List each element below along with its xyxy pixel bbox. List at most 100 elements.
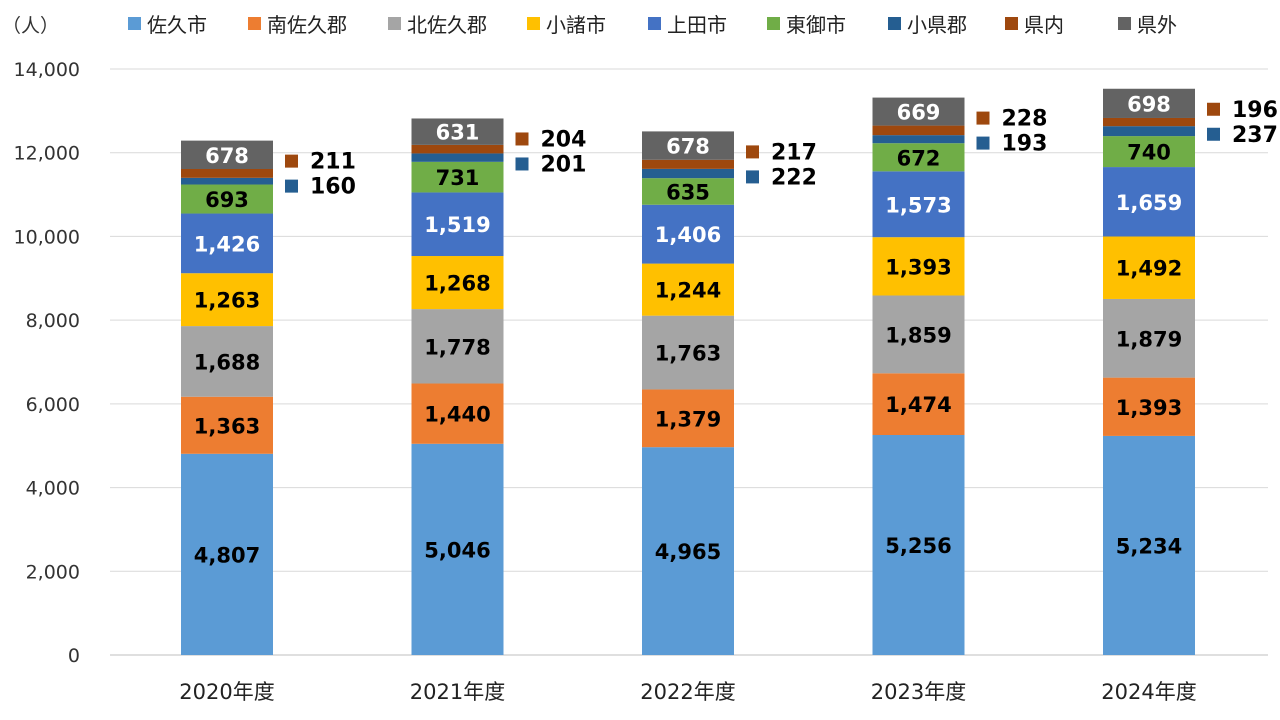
segment-value-label: 669 [897,101,941,125]
segment-value-label: 4,965 [655,540,721,564]
legend-swatch [648,17,661,30]
outside-label-marker [1207,127,1220,141]
outside-label-marker [285,179,298,193]
outside-value-label: 193 [1002,132,1048,157]
legend-label: 県外 [1137,13,1177,37]
y-tick-label: 14,000 [14,59,80,81]
segment-value-label: 678 [666,135,710,159]
bar-segment [1103,236,1195,299]
legend-swatch [1118,17,1131,30]
legend-label: 小県郡 [907,13,967,37]
outside-label-marker [746,170,759,184]
legend-label: 県内 [1024,13,1064,37]
segment-value-label: 1,379 [655,407,721,431]
bar-segment [1103,377,1195,436]
segment-value-label: 1,474 [885,393,951,417]
segment-value-label: 1,440 [424,403,490,427]
bar-segment [642,178,734,205]
bar-segment [411,118,504,145]
axes: 0 2,000 4,000 6,000 8,000 10,000 12,000 14,000 2… [14,59,1197,704]
legend-swatch [388,17,401,30]
segment-value-label: 1,268 [424,272,490,296]
bar-segment [642,204,734,264]
bar-segment [411,443,504,655]
bar-segment [872,237,965,296]
bar-segment [872,434,965,655]
bar-segment [181,168,273,178]
bar-segment [872,97,965,126]
segment-value-label: 1,426 [194,232,260,256]
segment-value-label: 1,406 [655,223,721,247]
bar-segment [181,273,273,327]
bar-segment [872,295,965,374]
outside-value-label: 211 [310,150,356,175]
legend-label: 佐久市 [147,13,207,37]
bars [181,88,1195,655]
segment-value-label: 1,859 [885,323,951,347]
y-axis-unit-label: （人） [2,15,59,37]
bar-segment [1103,88,1195,118]
segment-value-label: 631 [436,121,480,145]
segment-value-label: 1,393 [1116,396,1182,420]
bar-segment [411,144,504,154]
segment-value-label: 672 [897,146,941,170]
bar-segment [872,125,965,136]
y-tick-label: 8,000 [26,310,80,332]
x-tick-label: 2024年度 [1101,680,1196,704]
legend-label: 東御市 [786,13,846,37]
bar-segment [1103,136,1195,168]
bar-segment [642,447,734,655]
bar-segment [872,171,965,238]
segment-value-label: 1,573 [885,193,951,217]
bar-segment [411,192,504,257]
bar-segment [411,153,504,162]
segment-value-label: 1,363 [194,414,260,438]
segment-value-label: 740 [1127,141,1171,165]
y-tick-label: 2,000 [26,561,80,583]
y-tick-label: 10,000 [14,226,80,248]
bar-segment [1103,435,1195,655]
bar-segment [411,161,504,193]
bar-segment [1103,126,1195,137]
outside-label-marker [746,145,759,159]
bar-segment [181,177,273,185]
segment-value-label: 1,244 [655,279,721,303]
outside-value-label: 217 [771,140,817,165]
outside-label-marker [515,132,529,146]
bar-segment [642,389,734,448]
legend-swatch [888,17,901,30]
bar-segment [411,309,504,384]
outside-label-marker [515,157,529,171]
bar-segment [872,143,965,172]
x-tick-label: 2021年度 [410,680,505,704]
segment-value-label: 1,519 [424,213,490,237]
bar-segment [1103,298,1195,378]
outside-label-marker [285,154,298,168]
segment-value-label: 5,234 [1116,534,1182,558]
segment-value-label: 1,879 [1116,327,1182,351]
bar-segment [1103,167,1195,237]
bar-segment [642,131,734,160]
outside-value-label: 222 [771,165,817,190]
legend-label: 北佐久郡 [407,13,487,37]
legend-label: 小諸市 [546,13,606,37]
y-tick-label: 12,000 [14,143,80,165]
segment-value-label: 1,263 [194,289,260,313]
bar-segment [181,213,273,274]
legend-swatch [767,17,780,30]
segment-value-label: 1,659 [1116,191,1182,215]
bar-segment [1103,117,1195,127]
y-tick-label: 0 [68,645,80,667]
x-tick-label: 2023年度 [871,680,966,704]
y-tick-label: 6,000 [26,394,80,416]
bar-segment [181,184,273,214]
segment-value-label: 635 [666,180,710,204]
segment-value-label: 1,492 [1116,257,1182,281]
segment-value-label: 5,046 [424,538,490,562]
bar-segment [181,326,273,397]
outside-label-marker [976,111,990,125]
outside-value-label: 196 [1232,98,1278,123]
